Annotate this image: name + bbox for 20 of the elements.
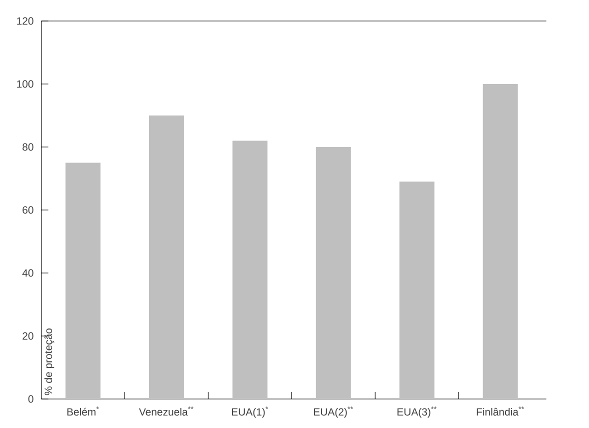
x-tick-label: EUA(2)$^{**}$ [314, 406, 354, 418]
x-tick-label: Belém$^{*}$ [67, 406, 99, 416]
x-tick-label: EUA(1)$^{*}$ [232, 406, 268, 418]
x-tick-label: Finlândia$^{**}$ [476, 406, 524, 416]
y-tick-label: 40 [22, 269, 34, 277]
y-axis-title: % de proteção [44, 328, 54, 396]
y-tick-label: 20 [22, 332, 34, 340]
y-tick-label: 80 [22, 143, 34, 151]
y-tick-label: 100 [17, 80, 34, 88]
y-tick-label: 60 [22, 206, 34, 214]
bar [148, 115, 184, 399]
y-tick-label: 0 [28, 395, 34, 403]
x-tick-label: EUA(3)$^{**}$ [398, 406, 437, 418]
bar [66, 162, 101, 399]
bar [232, 140, 268, 399]
bar [399, 182, 434, 399]
x-tick-label: Venezuela$^{**}$ [138, 406, 194, 416]
y-tick-label: 120 [17, 17, 34, 25]
bar [482, 84, 518, 399]
bar [316, 146, 351, 399]
